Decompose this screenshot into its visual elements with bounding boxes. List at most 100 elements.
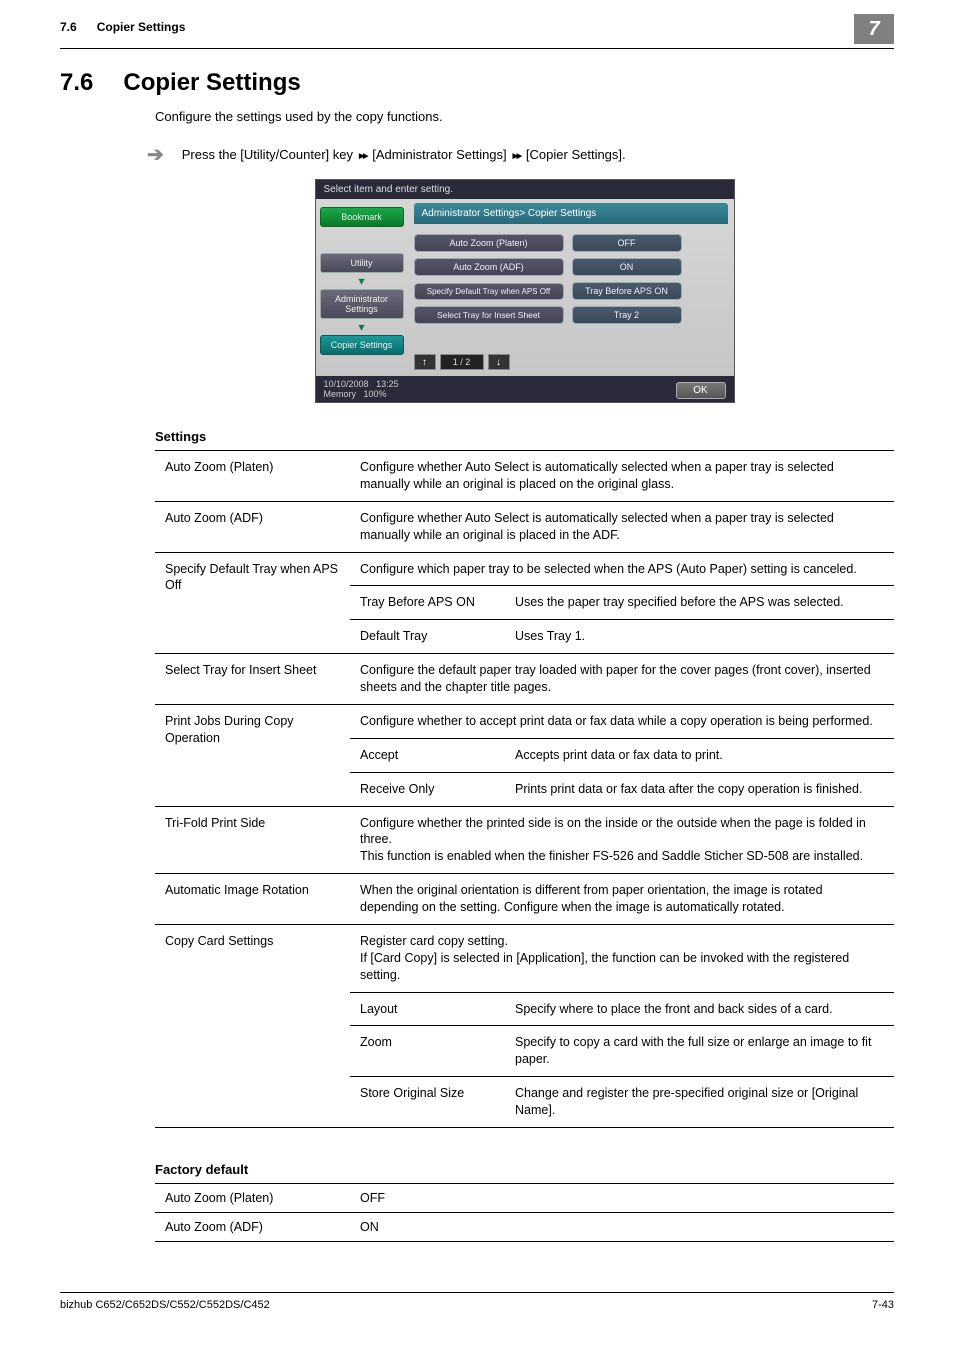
table-row: Print Jobs During Copy Operation Configu… <box>155 704 894 738</box>
ui-setting-row: Specify Default Tray when APS Off Tray B… <box>414 282 728 300</box>
running-header: 7.6 Copier Settings 7 <box>60 20 894 49</box>
ui-setting-row: Select Tray for Insert Sheet Tray 2 <box>414 306 728 324</box>
ui-mem-val: 100% <box>364 389 387 399</box>
option-desc: Specify where to place the front and bac… <box>505 992 894 1026</box>
table-row: Tri-Fold Print Side Configure whether th… <box>155 806 894 874</box>
section-title: Copier Settings <box>123 69 300 97</box>
table-row: Auto Zoom (Platen) OFF <box>155 1183 894 1212</box>
setting-desc: Configure which paper tray to be selecte… <box>350 552 894 586</box>
chapter-num: 7 <box>868 18 879 41</box>
ui-sidebar: Bookmark Utility ▾ Administrator Setting… <box>316 199 408 376</box>
option-desc: Prints print data or fax data after the … <box>505 772 894 806</box>
table-row: Select Tray for Insert Sheet Configure t… <box>155 654 894 705</box>
option-desc: Accepts print data or fax data to print. <box>505 738 894 772</box>
table-row: Copy Card Settings Register card copy se… <box>155 924 894 992</box>
setting-desc: Configure whether Auto Select is automat… <box>350 501 894 552</box>
page-footer: bizhub C652/C652DS/C552/C552DS/C452 7-43 <box>60 1292 894 1311</box>
header-sec-name: Copier Settings <box>97 20 186 34</box>
option-label: Tray Before APS ON <box>350 586 505 620</box>
chapter-badge: 7 <box>854 14 894 44</box>
default-value: ON <box>350 1212 894 1241</box>
setting-label: Select Tray for Insert Sheet <box>155 654 350 705</box>
header-sec-num: 7.6 <box>60 20 77 34</box>
section-title-row: 7.6 Copier Settings <box>60 69 894 97</box>
ui-row-value: Tray 2 <box>572 306 682 324</box>
table-row: Auto Zoom (ADF) Configure whether Auto S… <box>155 501 894 552</box>
default-value: OFF <box>350 1183 894 1212</box>
instr-seg1: [Administrator Settings] <box>372 147 506 162</box>
ui-row-value: ON <box>572 258 682 276</box>
option-desc: Change and register the pre-specified or… <box>505 1077 894 1128</box>
option-label: Accept <box>350 738 505 772</box>
chevron-icon: ►► <box>512 152 520 163</box>
setting-desc: Configure the default paper tray loaded … <box>350 654 894 705</box>
setting-desc: When the original orientation is differe… <box>350 874 894 925</box>
option-desc: Specify to copy a card with the full siz… <box>505 1026 894 1077</box>
ui-setting-row: Auto Zoom (ADF) ON <box>414 258 728 276</box>
chevron-down-icon: ▾ <box>320 323 404 331</box>
intro-text: Configure the settings used by the copy … <box>155 109 894 124</box>
setting-label: Print Jobs During Copy Operation <box>155 704 350 806</box>
setting-label: Automatic Image Rotation <box>155 874 350 925</box>
defaults-table: Auto Zoom (Platen) OFF Auto Zoom (ADF) O… <box>155 1183 894 1242</box>
step-arrow-icon: ➔ <box>147 142 164 167</box>
default-label: Auto Zoom (ADF) <box>155 1212 350 1241</box>
ui-main-panel: Administrator Settings> Copier Settings … <box>408 199 734 376</box>
page-down-button[interactable]: ↓ <box>488 354 510 370</box>
admin-settings-button[interactable]: Administrator Settings <box>320 289 404 319</box>
setting-label: Auto Zoom (ADF) <box>155 501 350 552</box>
ui-pager: ↑ 1 / 2 ↓ <box>414 354 728 370</box>
ui-topbar: Select item and enter setting. <box>316 180 734 199</box>
option-label: Default Tray <box>350 620 505 654</box>
settings-heading: Settings <box>155 429 894 444</box>
ui-footer: 10/10/2008 13:25 Memory 100% OK <box>316 376 734 402</box>
table-row: Auto Zoom (Platen) Configure whether Aut… <box>155 451 894 502</box>
setting-label: Auto Zoom (Platen) <box>155 451 350 502</box>
setting-label: Copy Card Settings <box>155 924 350 1127</box>
table-row: Auto Zoom (ADF) ON <box>155 1212 894 1241</box>
utility-button[interactable]: Utility <box>320 253 404 273</box>
instruction-row: ➔ Press the [Utility/Counter] key ►► [Ad… <box>155 142 894 167</box>
defaults-heading: Factory default <box>155 1162 894 1177</box>
page-up-button[interactable]: ↑ <box>414 354 436 370</box>
setting-desc: Configure whether to accept print data o… <box>350 704 894 738</box>
ui-date: 10/10/2008 <box>324 379 369 389</box>
bookmark-button[interactable]: Bookmark <box>320 207 404 227</box>
option-label: Zoom <box>350 1026 505 1077</box>
ui-row-value: Tray Before APS ON <box>572 282 682 300</box>
settings-table: Auto Zoom (Platen) Configure whether Aut… <box>155 450 894 1128</box>
instruction-text: Press the [Utility/Counter] key ►► [Admi… <box>182 147 626 163</box>
copier-settings-button[interactable]: Copier Settings <box>320 335 404 355</box>
option-label: Store Original Size <box>350 1077 505 1128</box>
option-label: Layout <box>350 992 505 1026</box>
table-row: Specify Default Tray when APS Off Config… <box>155 552 894 586</box>
footer-model: bizhub C652/C652DS/C552/C552DS/C452 <box>60 1299 270 1311</box>
ui-row-value: OFF <box>572 234 682 252</box>
instr-seg2: [Copier Settings]. <box>526 147 626 162</box>
option-desc: Uses Tray 1. <box>505 620 894 654</box>
ok-button[interactable]: OK <box>676 382 726 399</box>
ui-row-label[interactable]: Select Tray for Insert Sheet <box>414 306 564 324</box>
setting-label: Specify Default Tray when APS Off <box>155 552 350 654</box>
ui-breadcrumb: Administrator Settings> Copier Settings <box>414 203 728 224</box>
option-label: Receive Only <box>350 772 505 806</box>
ui-row-label[interactable]: Specify Default Tray when APS Off <box>414 283 564 300</box>
ui-time: 13:25 <box>376 379 399 389</box>
setting-label: Tri-Fold Print Side <box>155 806 350 874</box>
setting-desc: Configure whether Auto Select is automat… <box>350 451 894 502</box>
option-desc: Uses the paper tray specified before the… <box>505 586 894 620</box>
chevron-down-icon: ▾ <box>320 277 404 285</box>
page-indicator: 1 / 2 <box>440 354 484 370</box>
setting-desc: Configure whether the printed side is on… <box>350 806 894 874</box>
footer-page: 7-43 <box>872 1299 894 1311</box>
header-section-ref: 7.6 Copier Settings <box>60 20 185 34</box>
ui-footer-left: 10/10/2008 13:25 Memory 100% <box>324 379 399 399</box>
table-row: Automatic Image Rotation When the origin… <box>155 874 894 925</box>
setting-desc: Register card copy setting. If [Card Cop… <box>350 924 894 992</box>
ui-row-label[interactable]: Auto Zoom (Platen) <box>414 234 564 252</box>
instr-prefix: Press the [Utility/Counter] key <box>182 147 353 162</box>
default-label: Auto Zoom (Platen) <box>155 1183 350 1212</box>
ui-row-label[interactable]: Auto Zoom (ADF) <box>414 258 564 276</box>
embedded-ui-screenshot: Select item and enter setting. Bookmark … <box>315 179 735 403</box>
ui-setting-row: Auto Zoom (Platen) OFF <box>414 234 728 252</box>
